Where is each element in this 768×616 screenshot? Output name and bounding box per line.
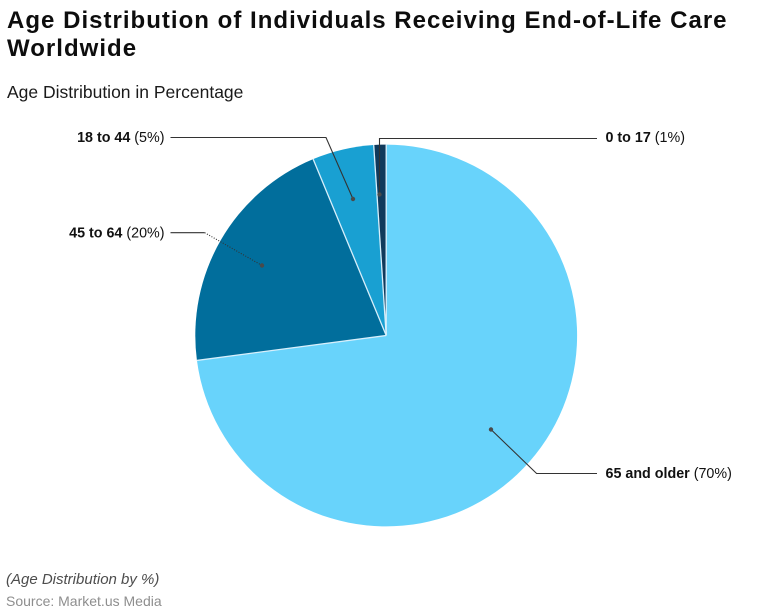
svg-text:65 and older (70%): 65 and older (70%) xyxy=(606,466,732,482)
svg-text:0 to 17 (1%): 0 to 17 (1%) xyxy=(606,130,685,146)
svg-text:18 to 44 (5%): 18 to 44 (5%) xyxy=(77,130,164,146)
svg-text:45 to 64 (20%): 45 to 64 (20%) xyxy=(69,226,164,242)
